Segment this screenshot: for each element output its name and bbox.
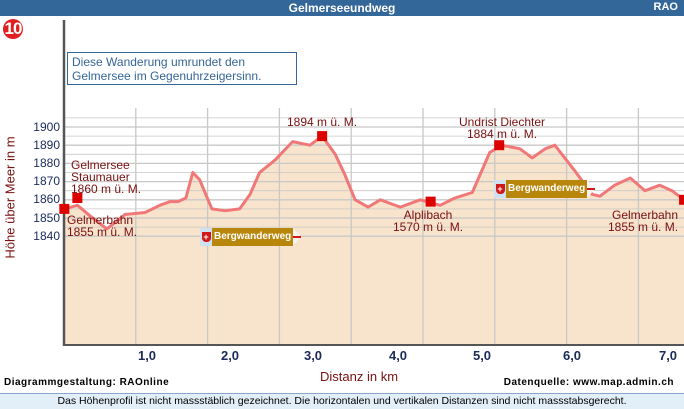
sign-arrow-icon (587, 180, 596, 198)
waypoint-marker (59, 203, 70, 214)
y-axis-title: Höhe über Meer in m (2, 136, 18, 259)
waypoint-marker (425, 196, 436, 207)
credit-source: Datenquelle: www.map.admin.ch (503, 377, 674, 388)
x-tick-label: 2,0 (220, 348, 240, 363)
y-tick-label: 1870 (33, 174, 60, 188)
note-line-2: Gelmersee im Gegenuhrzeigersinn. (72, 69, 262, 83)
note-line-1: Diese Wanderung umrundet den (72, 55, 245, 69)
waypoint-label-summit: 1894 m ü. M. (287, 115, 358, 129)
disclaimer: Das Höhenprofil ist nicht massstäblich g… (0, 393, 684, 409)
waypoint-marker (494, 140, 505, 151)
waypoint-label-alplibach: Alplibach 1570 m ü. M. (393, 208, 464, 234)
brand-label: RAO (653, 1, 678, 13)
title-bar: Gelmerseeundweg RAO (0, 0, 684, 16)
waypoint-label-undrist-diechter: Undrist Diechter 1884 m ü. M. (459, 115, 546, 141)
waypoint-marker (317, 131, 328, 142)
profile-area (64, 136, 684, 345)
y-tick-label: 1880 (33, 156, 60, 170)
swiss-shield-icon: + (494, 180, 506, 198)
trail-sign: + Bergwanderweg (200, 228, 302, 246)
chart-title: Gelmerseeundweg (288, 1, 396, 15)
waypoint-marker (679, 194, 684, 205)
x-tick-label: 5,0 (472, 348, 492, 363)
route-number-badge: 10 (3, 19, 23, 39)
x-tick-label: 1,0 (137, 348, 157, 363)
y-tick-label: 1900 (33, 120, 60, 134)
x-axis-title: Distanz in km (320, 369, 399, 384)
x-tick-label: 6,0 (562, 348, 582, 363)
route-note: Diese Wanderung umrundet den Gelmersee i… (67, 52, 297, 85)
x-tick-label: 3,0 (303, 348, 323, 363)
y-tick-label: 1890 (33, 138, 60, 152)
x-tick-label: 7,0 (658, 348, 678, 363)
credit-design: Diagrammgestaltung: RAOnline (4, 377, 170, 388)
waypoint-label-gelmerbahn-end: Gelmerbahn 1855 m ü. M. (608, 208, 679, 234)
y-tick-label: 1840 (33, 229, 60, 243)
y-tick-label: 1860 (33, 192, 60, 206)
waypoint-marker (72, 192, 83, 203)
swiss-shield-icon: + (200, 228, 212, 246)
trail-sign: + Bergwanderweg (494, 180, 596, 198)
waypoint-label-gelmerbahn-start: Gelmerbahn 1855 m ü. M. (67, 213, 138, 239)
y-tick-label: 1850 (33, 211, 60, 225)
waypoint-label-staumauer: Gelmersee Staumauer 1860 m ü. M. (71, 158, 142, 196)
x-tick-label: 4,0 (388, 348, 408, 363)
sign-arrow-icon (293, 228, 302, 246)
